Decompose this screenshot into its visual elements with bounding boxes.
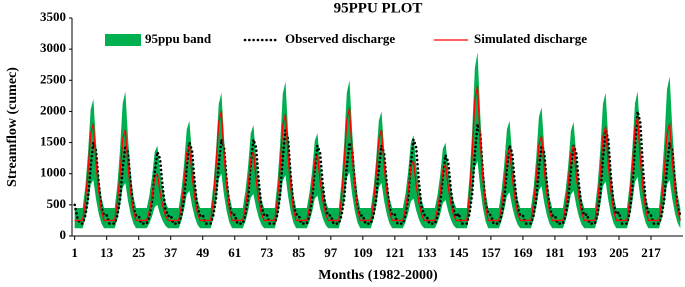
x-tick-label: 1	[71, 245, 78, 260]
legend-label: Observed discharge	[285, 31, 395, 46]
y-tick-label: 3000	[40, 40, 66, 55]
y-tick-label: 2500	[40, 71, 66, 86]
x-tick-label: 157	[481, 245, 501, 260]
x-tick-label: 181	[545, 245, 565, 260]
x-tick-label: 193	[577, 245, 597, 260]
legend-label: 95ppu band	[145, 31, 212, 46]
legend-label: Simulated discharge	[474, 31, 587, 46]
x-tick-label: 61	[228, 245, 241, 260]
y-tick-label: 1000	[40, 165, 66, 180]
x-tick-label: 97	[324, 245, 338, 260]
y-tick-label: 500	[47, 196, 67, 211]
y-tick-label: 0	[60, 227, 67, 242]
x-tick-label: 73	[260, 245, 274, 260]
x-tick-label: 121	[385, 245, 405, 260]
y-tick-label: 1500	[40, 134, 66, 149]
y-tick-label: 2000	[40, 102, 66, 117]
x-tick-label: 49	[196, 245, 210, 260]
x-tick-label: 217	[641, 245, 661, 260]
x-tick-label: 13	[100, 245, 114, 260]
x-tick-label: 169	[513, 245, 533, 260]
x-axis-label: Months (1982-2000)	[318, 268, 438, 283]
x-tick-label: 133	[417, 245, 437, 260]
y-axis-label: Streamflow (cumec)	[5, 67, 20, 187]
chart-title: 95PPU PLOT	[334, 0, 423, 16]
series-line	[74, 85, 681, 222]
x-tick-label: 25	[132, 245, 146, 260]
x-tick-label: 37	[164, 245, 178, 260]
x-tick-label: 109	[353, 245, 373, 260]
x-tick-label: 145	[449, 245, 469, 260]
y-tick-label: 3500	[40, 9, 66, 24]
ppu-band	[74, 52, 681, 229]
x-tick-label: 85	[292, 245, 306, 260]
x-tick-label: 205	[609, 245, 629, 260]
series-line	[73, 110, 682, 225]
legend-swatch	[105, 34, 141, 46]
